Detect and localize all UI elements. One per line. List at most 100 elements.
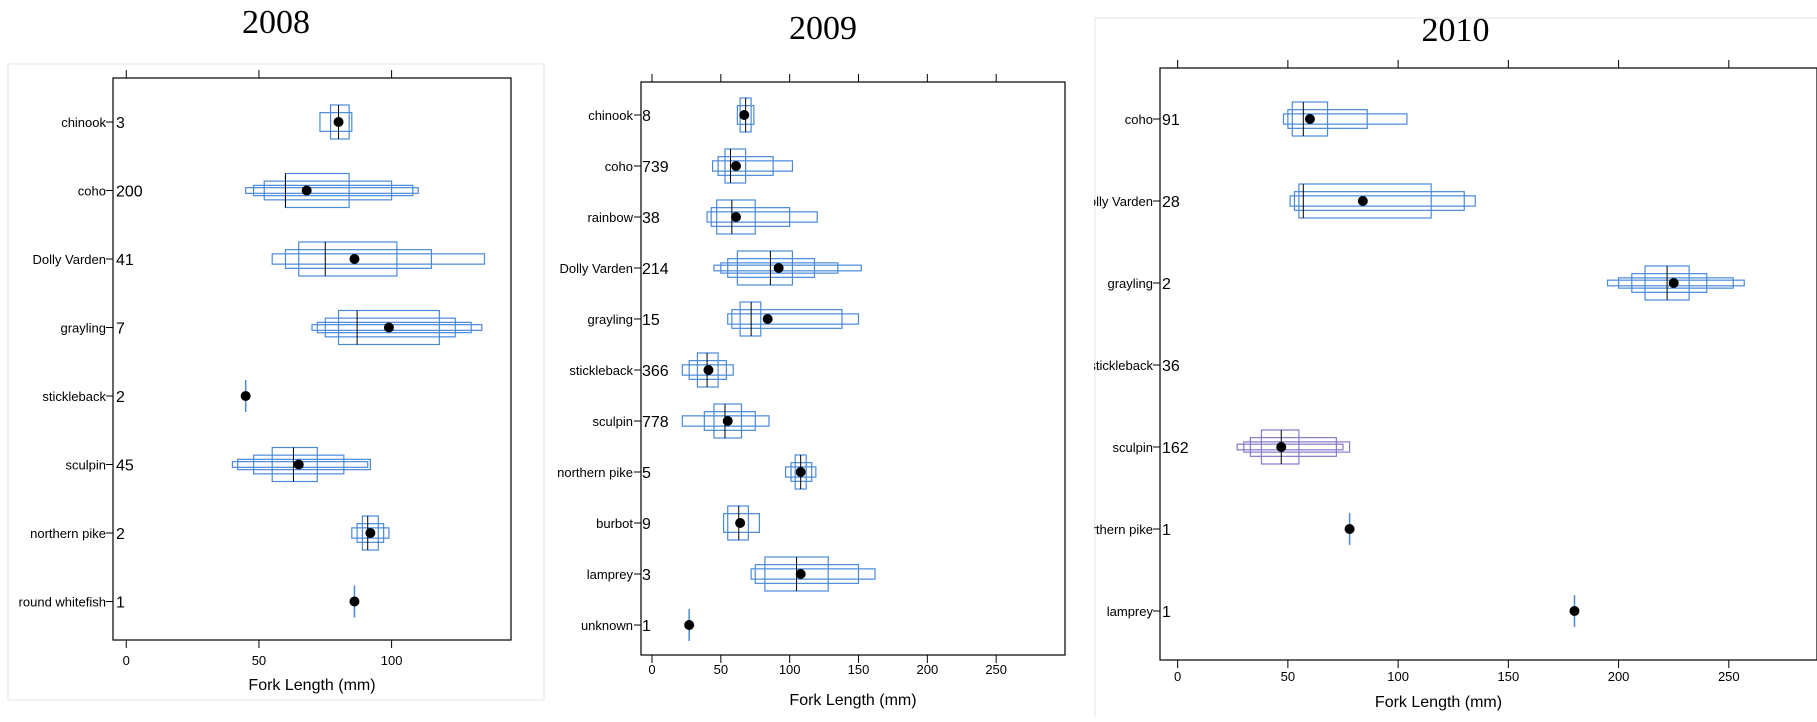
x-tick-label: 0 [648,662,655,677]
letter-value-box [722,513,760,533]
sample-count: 36 [1162,358,1180,375]
letter-value-box [681,364,734,376]
category-label: stickleback [42,389,106,404]
letter-value-box [316,321,472,334]
letter-value-box [1282,113,1408,125]
letter-value-box [731,309,843,329]
mean-point [795,467,806,477]
letter-value-box [706,211,818,223]
x-axis-label: Fork Length (mm) [1375,694,1502,711]
letter-value-box [1291,101,1329,137]
mean-point [739,110,750,120]
mean-point [703,365,714,375]
category-label: grayling [60,321,106,336]
category-label: coho [78,184,106,199]
category-label: stickleback [1094,358,1154,373]
x-tick-label: 250 [985,662,1007,677]
category-label: Dolly Varden [1094,194,1153,209]
sample-count: 2 [1162,276,1171,293]
letter-value-box [1289,195,1476,207]
mean-point [1344,524,1355,534]
x-tick-label: 200 [1608,669,1630,684]
mean-point [762,314,773,324]
letter-value-box [713,264,862,272]
mean-point [1276,442,1287,452]
category-label: northern pike [557,465,633,480]
sample-count: 200 [116,184,143,201]
letter-value-box [351,527,390,539]
category-label: lamprey [587,567,634,582]
panel-2010: 2010 0 50 100 150 200 250 Fork Length (mm) coho… [1077,0,1817,717]
sample-count: 15 [642,312,660,329]
sample-count: 1 [1162,522,1171,539]
letter-value-box [271,446,318,483]
letter-value-box [329,104,350,140]
sample-count: 9 [642,516,651,533]
letter-value-box [681,415,770,427]
sample-count: 162 [1162,440,1189,457]
mean-point [1304,114,1315,124]
letter-value-box [1236,443,1344,451]
plot-frame [1159,67,1817,661]
mean-point [349,596,360,607]
panel-2008: 2008 0 50 100 Fork Length (mm) chinook 3 coho 2… [0,0,552,717]
category-label: chinook [61,115,106,130]
chart-2010: 0 50 100 150 200 250 Fork Length (mm) coho 91 Dol… [1077,17,1817,717]
sample-count: 2 [116,526,125,543]
category-label: burbot [596,516,633,531]
sample-count: 778 [642,414,669,431]
category-label: sculpin [1113,440,1153,455]
x-tick-label: 100 [381,653,403,668]
x-tick-label: 50 [1281,669,1295,684]
category-label: chinook [588,108,633,123]
letter-value-box [790,462,813,482]
sample-count: 214 [642,261,669,278]
plot-frame [640,81,1066,656]
letter-value-box [710,207,791,227]
letter-value-box [1617,277,1734,289]
x-tick-label: 150 [1497,669,1519,684]
x-axis-label: Fork Length (mm) [789,692,916,709]
letter-value-box [298,241,398,277]
letter-value-box [717,156,774,176]
category-label: sculpin [593,414,633,429]
sample-count: 45 [116,458,134,475]
letter-value-box [356,523,385,543]
mean-point [684,620,695,630]
category-label: Dolly Varden [33,252,106,267]
category-label: northern pike [1094,522,1153,537]
category-label: Dolly Varden [560,261,633,276]
letter-value-box [271,253,486,265]
sample-count: 1 [642,618,651,635]
letter-value-box [1298,183,1432,219]
letter-value-box [1631,273,1708,293]
sample-count: 91 [1162,112,1180,129]
mean-point [773,263,784,273]
sample-count: 739 [642,159,669,176]
sample-count: 2 [116,389,125,406]
panel-title: 2009 [789,10,857,47]
figure-frame [7,63,545,701]
x-tick-label: 150 [848,662,870,677]
letter-value-box [1260,429,1300,465]
letter-value-box [1249,437,1337,457]
mean-point [795,569,806,579]
mean-point [1357,196,1368,206]
plot-frame [112,77,512,641]
category-label: northern pike [30,526,106,541]
chart-2009: 0 50 100 150 200 250 Fork Length (mm) chinook 8 c… [557,74,1066,709]
letter-value-box [284,172,350,209]
x-tick-label: 250 [1718,669,1740,684]
mean-point [730,161,741,171]
letter-value-box [253,454,345,475]
mean-point [293,459,304,470]
letter-value-box [727,505,749,541]
sample-count: 7 [116,321,125,338]
letter-value-box [284,249,433,269]
letter-value-box [311,324,483,331]
mean-point [1668,278,1679,288]
category-label: grayling [587,312,633,327]
panel-title: 2008 [242,4,310,41]
mean-point [301,185,312,196]
category-label: coho [1125,112,1153,127]
